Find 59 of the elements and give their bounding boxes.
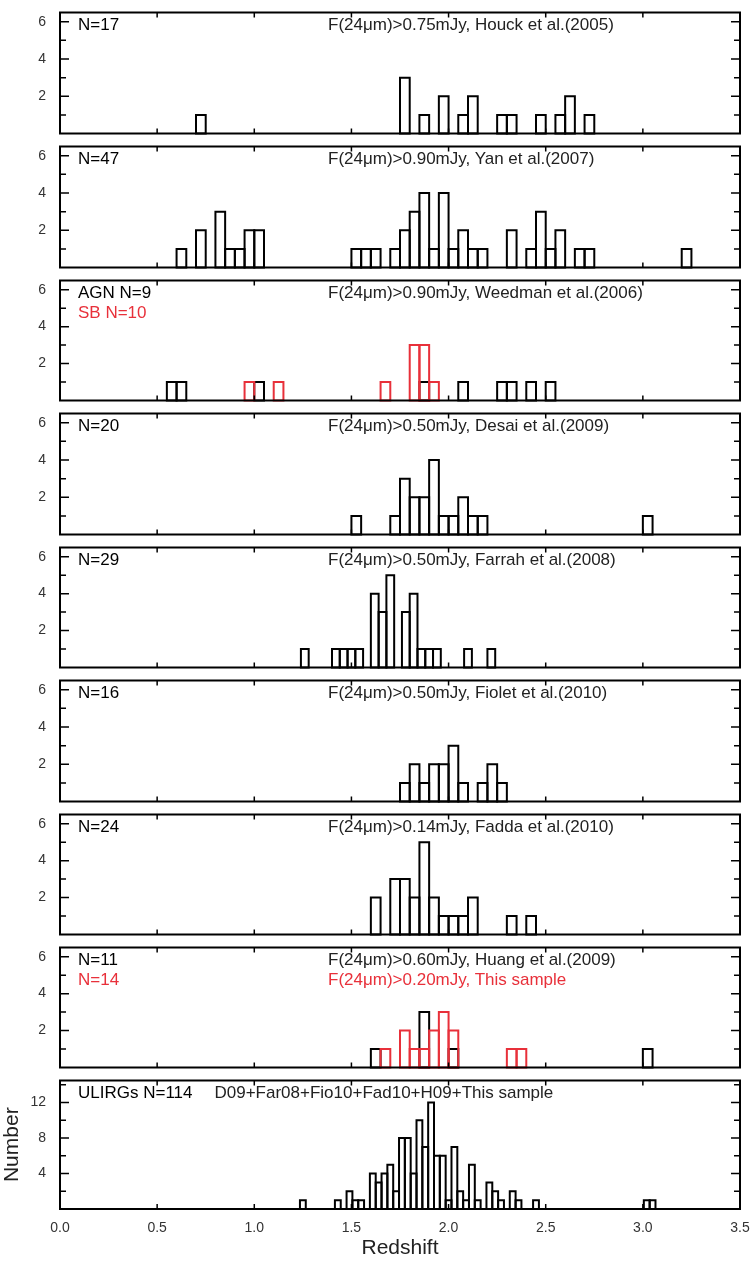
annotation: F(24μm)>0.90mJy, Weedman et al.(2006) [328, 282, 643, 302]
y-axis-title: Number [0, 1106, 23, 1182]
y-tick-label: 6 [38, 413, 47, 430]
y-tick-label: 4 [38, 183, 47, 200]
legend-label: N=16 [78, 682, 120, 702]
y-tick-label: 4 [38, 1163, 47, 1180]
annotation: D09+Far08+Fio10+Fad10+H09+ [214, 1082, 462, 1102]
y-tick-label: 4 [38, 851, 47, 868]
x-tick-label: 1.5 [341, 1218, 362, 1235]
y-tick-label: 2 [38, 487, 47, 504]
y-tick-label: 4 [38, 717, 47, 734]
y-tick-label: 8 [38, 1128, 47, 1145]
y-tick-label: 2 [38, 1021, 47, 1038]
annotation: This sample [461, 1082, 554, 1102]
y-tick-label: 6 [38, 814, 47, 831]
y-tick-label: 2 [38, 220, 47, 237]
y-tick-label: 2 [38, 621, 47, 638]
text: N=14 [78, 969, 120, 989]
y-tick-label: 12 [30, 1093, 47, 1110]
y-tick-label: 6 [38, 146, 47, 163]
x-tick-label: 0.5 [147, 1218, 168, 1235]
legend-label: N=20 [78, 415, 120, 435]
legend-label: N=24 [78, 816, 120, 836]
text: SB N=10 [78, 302, 147, 322]
annotation: F(24μm)>0.20mJy, This sample [328, 969, 567, 989]
y-tick-label: 4 [38, 49, 47, 66]
x-tick-label: 3.0 [633, 1218, 653, 1235]
legend-label: N=17 [78, 14, 120, 34]
x-tick-label: 3.5 [730, 1218, 750, 1235]
annotation: F(24μm)>0.50mJy, Farrah et al.(2008) [328, 549, 616, 569]
y-tick-label: 2 [38, 754, 47, 771]
x-tick-label: 1.0 [244, 1218, 265, 1235]
x-tick-label: 0.0 [50, 1218, 70, 1235]
y-tick-label: 4 [38, 450, 47, 467]
legend-label: ULIRGs N=114 [78, 1082, 193, 1102]
y-tick-label: 6 [38, 680, 47, 697]
annotation: F(24μm)>0.50mJy, Fiolet et al.(2010) [328, 682, 608, 702]
annotation: F(24μm)>0.75mJy, Houck et al.(2005) [328, 14, 614, 34]
annotation: F(24μm)>0.14mJy, Fadda et al.(2010) [328, 816, 614, 836]
legend-label: N=29 [78, 549, 120, 569]
y-tick-label: 2 [38, 86, 47, 103]
y-tick-label: 6 [38, 947, 47, 964]
annotation: F(24μm)>0.90mJy, Yan et al.(2007) [328, 148, 595, 168]
x-tick-label: 2.0 [438, 1218, 459, 1235]
y-tick-label: 2 [38, 354, 47, 371]
y-tick-label: 4 [38, 584, 47, 601]
y-tick-label: 4 [38, 984, 47, 1001]
legend-label: AGN N=9 [78, 282, 152, 302]
y-tick-label: 2 [38, 888, 47, 905]
y-tick-label: 4 [38, 317, 47, 334]
x-tick-label: 2.5 [535, 1218, 556, 1235]
x-axis-title: Redshift [361, 1234, 439, 1258]
annotation: F(24μm)>0.60mJy, Huang et al.(2009) [328, 949, 616, 969]
y-tick-label: 6 [38, 547, 47, 564]
legend-label: N=11 [78, 949, 118, 969]
annotation: F(24μm)>0.50mJy, Desai et al.(2009) [328, 415, 610, 435]
y-tick-label: 6 [38, 12, 47, 29]
y-tick-label: 6 [38, 280, 47, 297]
legend-label: N=47 [78, 148, 120, 168]
